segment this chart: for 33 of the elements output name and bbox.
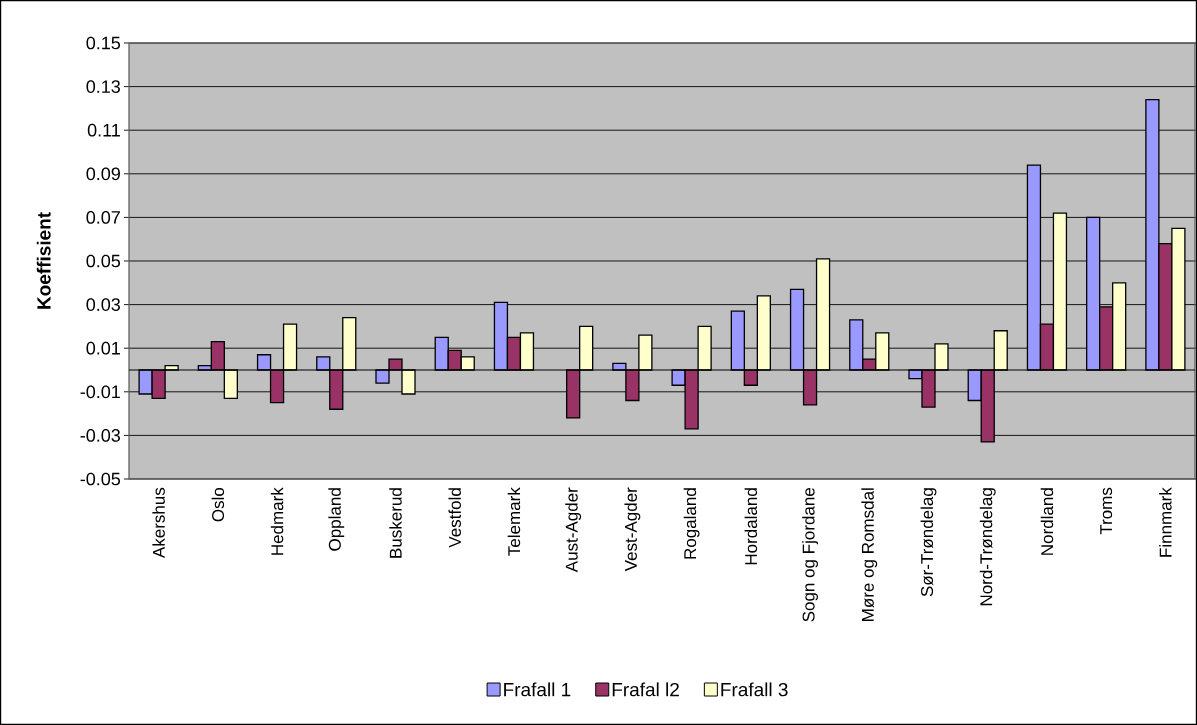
x-tick-label: Buskerud [389,488,402,558]
x-tick-label: Hedmark [270,487,284,555]
x-tick-label: Oslo [211,487,225,522]
legend-label: Frafall 3 [721,682,788,697]
x-tick-label: Aust-Agder [565,487,582,573]
y-tick-label: 0.13 [86,80,121,93]
x-tick-label: Oppland [328,488,345,551]
x-tick-label: Finnmark [1159,487,1172,557]
x-tick-label: Sogn og Fjordane [802,487,818,622]
y-axis-title: Koeffisient [36,212,51,309]
x-tick-label: Vest-Agder [624,487,641,572]
y-tick-label: -0.03 [80,429,121,442]
x-tick-label: Akershus [152,487,165,559]
y-tick-label: -0.05 [80,472,121,486]
y-tick-label: 0.15 [86,36,121,50]
y-tick-label: -0.01 [80,385,120,399]
legend-label: Frafal l2 [612,682,679,697]
y-tick-label: 0.09 [86,167,120,181]
x-tick-label: Nord-Trøndelag [979,488,996,606]
x-tick-label: Nordland [1040,488,1054,555]
x-tick-label: Vestfold [448,488,461,548]
x-tick-label: Telemark [507,487,521,556]
x-tick-label: Troms [1100,487,1113,535]
x-tick-label: Rogaland [683,488,700,559]
legend-label: Frafall 1 [504,682,571,697]
x-tick-label: Sør-Trøndelag [920,488,937,597]
y-tick-label: 0.03 [86,298,121,311]
y-tick-label: 0.07 [86,211,120,224]
y-tick-label: 0.01 [86,341,120,355]
y-tick-label: 0.11 [87,123,120,137]
y-tick-label: 0.05 [86,254,121,268]
x-tick-label: Hordaland [744,488,758,565]
x-tick-label: Møre og Romsdal [861,488,878,621]
